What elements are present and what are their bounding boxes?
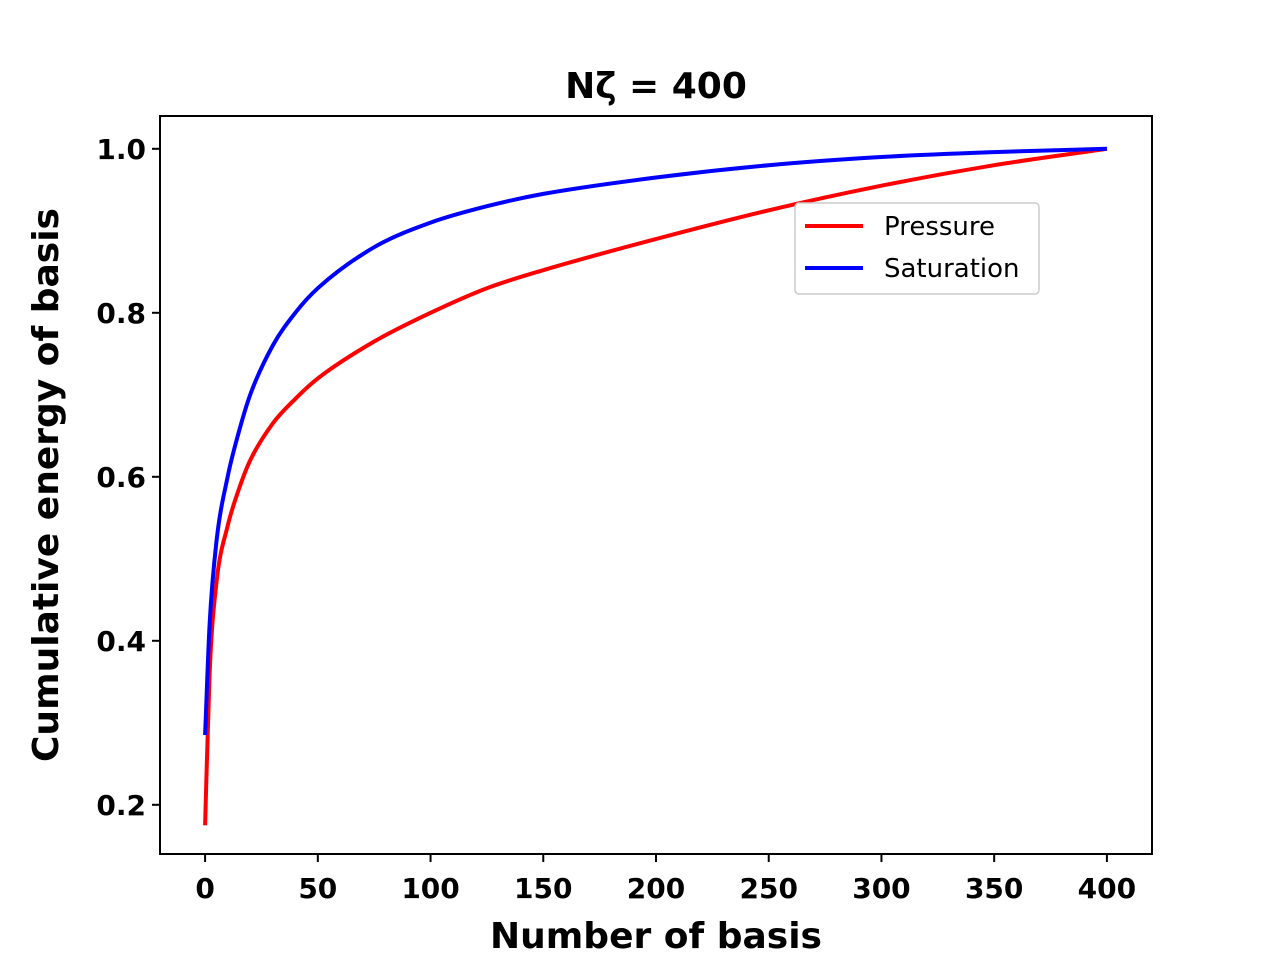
y-axis-ticks: 0.2 0.4 0.6 0.8 1.0 (96, 133, 160, 822)
x-tick-label: 150 (514, 872, 572, 905)
legend: Pressure Saturation (794, 202, 1040, 295)
y-tick-label: 0.6 (96, 461, 146, 494)
y-tick-label: 1.0 (96, 133, 146, 166)
x-axis-ticks: 0 50 100 150 200 250 300 350 400 (195, 854, 1136, 905)
legend-label-pressure: Pressure (884, 212, 995, 242)
legend-label-saturation: Saturation (884, 254, 1020, 284)
y-axis-label: Cumulative energy of basis (26, 208, 67, 762)
x-tick-label: 350 (965, 872, 1023, 905)
x-tick-label: 0 (195, 872, 214, 905)
y-tick-label: 0.8 (96, 297, 146, 330)
series-layer (203, 146, 1108, 826)
series-line-saturation (203, 146, 1107, 736)
x-tick-label: 300 (852, 872, 910, 905)
x-tick-label: 400 (1078, 872, 1136, 905)
x-tick-label: 100 (401, 872, 459, 905)
series-line-pressure (203, 146, 1108, 826)
x-tick-label: 250 (740, 872, 798, 905)
x-tick-label: 200 (627, 872, 685, 905)
chart-title: Nζ = 400 (565, 66, 747, 107)
x-axis-label: Number of basis (490, 916, 822, 957)
y-tick-label: 0.4 (96, 625, 146, 658)
x-tick-label: 50 (298, 872, 337, 905)
y-tick-label: 0.2 (96, 789, 146, 822)
